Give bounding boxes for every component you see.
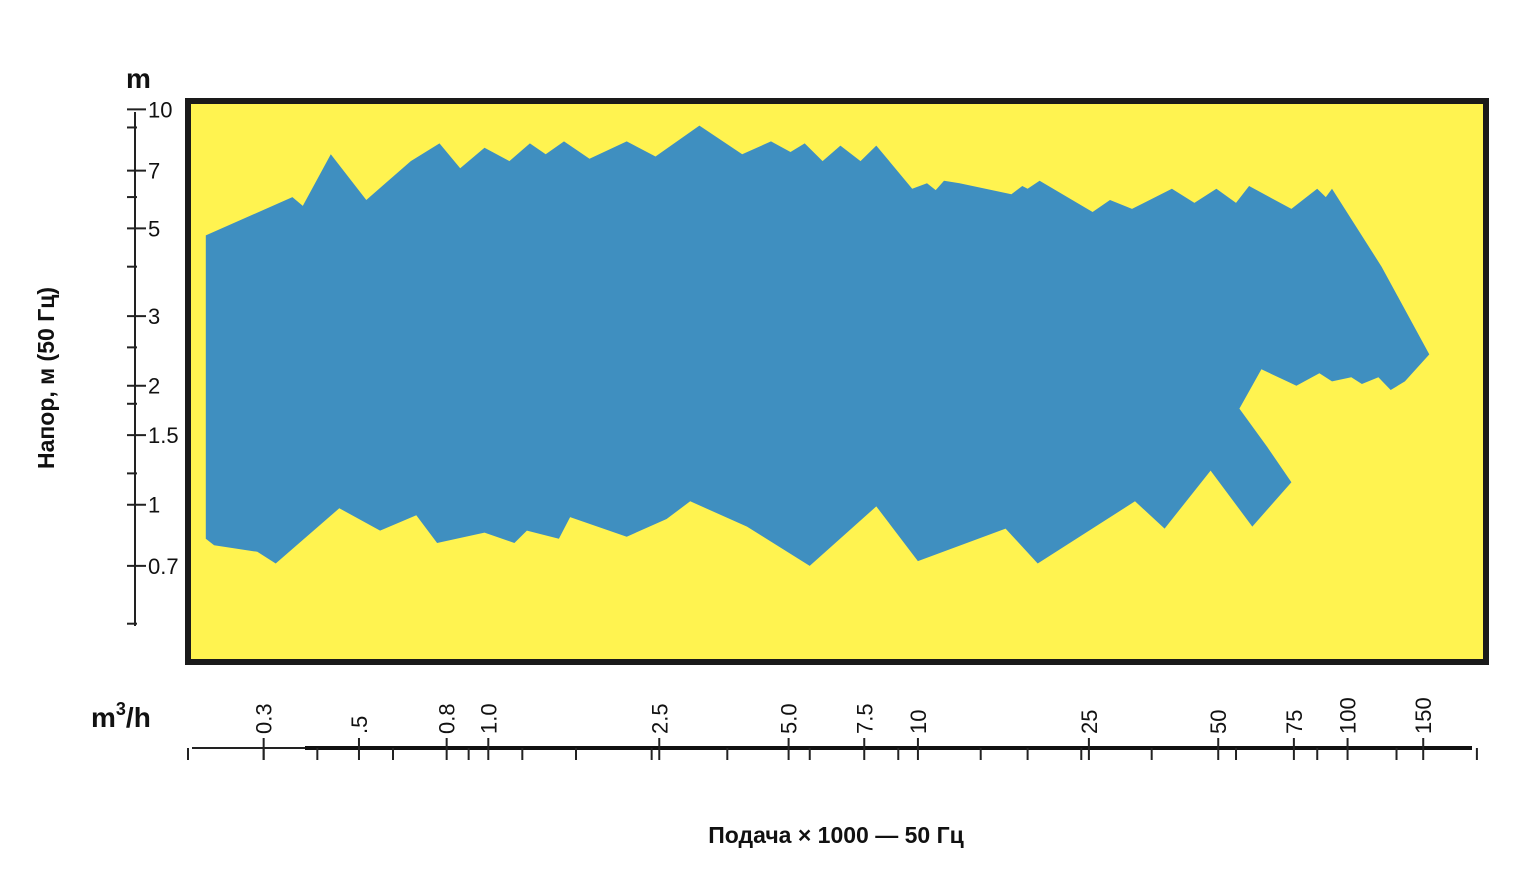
- y-tick-label-7: 0.7: [148, 554, 179, 579]
- x-tick-label-4: 2.5: [647, 703, 672, 734]
- y-tick-label-0: 10: [148, 97, 172, 122]
- x-axis-title: Подача × 1000 — 50 Гц: [708, 822, 964, 848]
- y-tick-label-2: 5: [148, 216, 160, 241]
- y-tick-label-3: 3: [148, 304, 160, 329]
- y-tick-label-1: 7: [148, 159, 160, 184]
- x-tick-label-12: 150: [1411, 697, 1436, 734]
- x-tick-label-0: 0.3: [252, 703, 277, 734]
- y-tick-label-4: 2: [148, 374, 160, 399]
- y-unit-label: m: [126, 63, 151, 94]
- y-axis: 10 7 5 3 2 1.5 1 0.7: [127, 97, 179, 626]
- x-tick-label-6: 7.5: [852, 703, 877, 734]
- x-tick-label-2: 0.8: [435, 703, 460, 734]
- x-unit-sup: 3: [116, 699, 126, 719]
- x-tick-label-5: 5.0: [777, 703, 802, 734]
- y-tick-label-6: 1: [148, 493, 160, 518]
- x-tick-label-3: 1.0: [476, 703, 501, 734]
- x-axis: 0.3 .5 0.8 1.0 2.5 5.0 7.5 10 25 50 75 100 150: [187, 697, 1478, 760]
- x-unit-label: m3/h: [91, 699, 151, 733]
- plot-area: [185, 98, 1489, 665]
- x-tick-label-9: 50: [1206, 710, 1231, 734]
- operating-range-area: [205, 125, 1430, 566]
- y-tick-label-5: 1.5: [148, 423, 179, 448]
- x-tick-label-8: 25: [1077, 710, 1102, 734]
- x-tick-label-11: 100: [1336, 697, 1361, 734]
- x-tick-label-1: .5: [347, 716, 372, 734]
- plot-frame: [185, 98, 1489, 665]
- x-tick-label-7: 10: [906, 710, 931, 734]
- y-axis-title: Напор, м (50 Гц): [33, 287, 59, 469]
- x-unit-suffix: /h: [126, 702, 151, 733]
- x-tick-label-10: 75: [1282, 710, 1307, 734]
